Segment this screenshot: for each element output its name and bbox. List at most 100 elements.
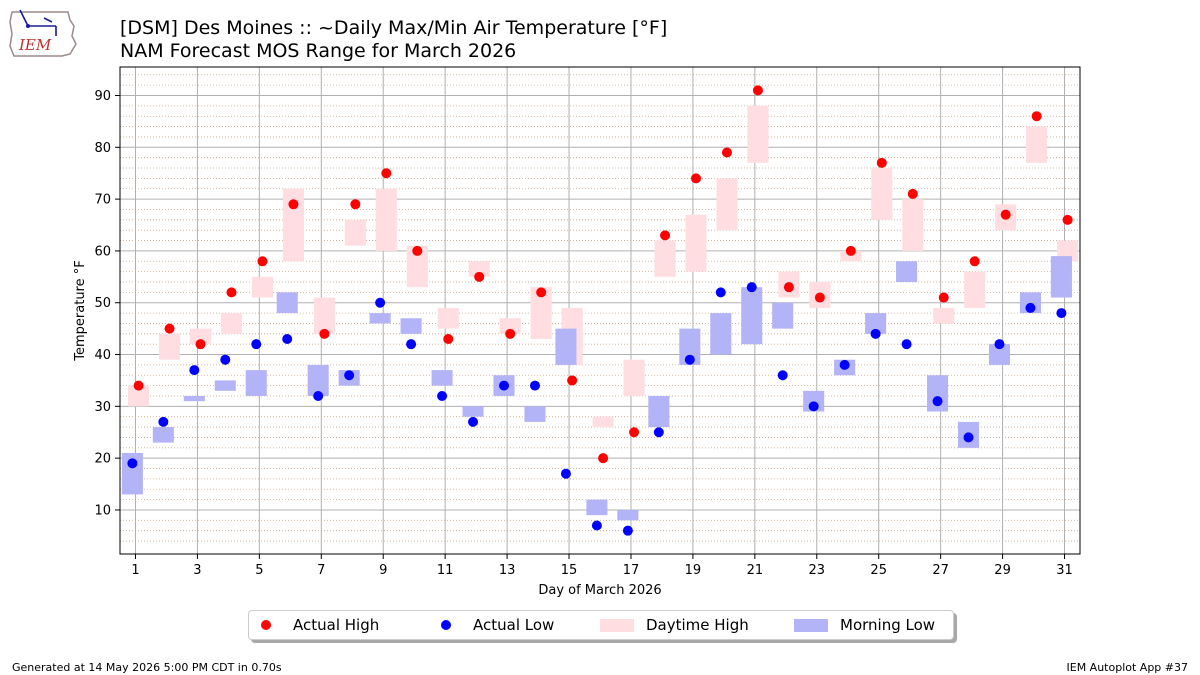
actual-high-point [1000,209,1011,220]
actual-high-point [350,199,361,210]
actual-high-point [319,328,330,339]
daytime-high-bar [406,245,428,288]
actual-high-point [288,199,299,210]
actual-high-point [629,427,640,438]
daytime-high-bar [468,261,490,277]
daytime-high-bar [189,328,212,345]
legend-label: Morning Low [840,616,936,634]
actual-high-point [381,168,392,179]
actual-high-point [567,375,578,386]
actual-low-point [529,380,540,391]
x-tick-label: 13 [499,563,516,578]
actual-low-point [746,282,757,293]
daytime-high-bar [437,307,459,329]
x-tick-label: 15 [561,563,578,578]
actual-low-point [468,416,479,427]
svg-text:IEM: IEM [18,36,52,54]
actual-high-point [133,380,144,391]
actual-low-point [406,339,417,350]
morning-low-bar [307,364,329,396]
legend-item-actual-high: Actual High [249,611,379,639]
morning-low-bar [555,328,577,365]
actual-high-point [814,292,825,303]
morning-low-bar [586,499,608,516]
morning-low-bar [183,395,205,402]
actual-high-point [752,85,763,96]
x-tick-label: 9 [379,563,387,578]
daytime-high-bar [716,178,738,231]
x-tick-label: 11 [437,563,454,578]
legend-swatch-morning-low [794,618,828,632]
actual-high-point [660,230,671,241]
morning-low-bars [121,256,1072,521]
x-tick-label: 5 [255,563,263,578]
actual-high-point [536,287,547,298]
daytime-high-bar [282,188,304,262]
daytime-high-bar [251,276,273,298]
y-tick-label: 90 [94,89,111,104]
actual-high-point [969,256,980,267]
y-tick-label: 30 [94,400,111,415]
actual-low-point [499,380,509,391]
actual-low-point [994,339,1005,350]
legend-label: Actual High [293,616,380,634]
actual-low-point [344,370,355,381]
legend-swatch-daytime-high [600,618,634,632]
daytime-high-bar [499,318,521,334]
morning-low-bar [431,370,453,386]
x-tick-label: 23 [809,563,826,578]
y-tick-label: 80 [94,141,111,156]
iem-logo: IEM [9,9,77,57]
actual-low-point [1025,302,1036,313]
daytime-high-bar [313,297,335,334]
morning-low-bar [400,318,422,334]
morning-low-bar [865,313,887,334]
actual-high-point [164,323,175,334]
actual-low-point [808,401,819,412]
chart-legend: Actual High Actual Low Daytime High Morn… [248,610,954,640]
daytime-high-bar [964,271,986,308]
actual-high-point [1031,111,1042,122]
morning-low-bar [772,302,794,329]
x-tick-label: 3 [193,563,201,578]
actual-low-point [870,328,881,339]
actual-high-point [443,333,454,344]
morning-low-bar [1050,256,1072,298]
morning-low-bar [462,406,484,417]
y-tick-label: 40 [94,348,111,363]
daytime-high-bar [344,219,366,246]
morning-low-bar [276,292,298,314]
actual-low-point [158,416,169,427]
actual-high-point [195,339,206,350]
x-tick-label: 25 [870,563,887,578]
actual-high-point [412,245,423,256]
daytime-high-bar [840,250,862,262]
daytime-high-bar [933,307,955,324]
actual-low-point [437,390,448,401]
legend-marker-actual-low [441,620,451,630]
actual-high-point [257,256,268,267]
daytime-high-bar [220,313,243,334]
y-tick-label: 20 [94,452,111,467]
legend-marker-actual-high [261,620,271,630]
x-tick-label: 1 [131,563,139,578]
actual-high-point [598,453,609,464]
actual-high-point [505,328,516,339]
x-tick-label: 29 [994,563,1011,578]
morning-low-bar [121,452,143,495]
actual-low-point [715,287,726,298]
actual-low-point [220,354,231,365]
legend-item-daytime-high: Daytime High [600,611,749,639]
actual-low-point [313,390,324,401]
y-tick-label: 10 [94,503,111,518]
grid-lines [120,67,1080,554]
daytime-high-bar [871,168,893,220]
footer-generated-note: Generated at 14 May 2026 5:00 PM CDT in … [12,661,282,674]
actual-high-point [474,271,485,282]
daytime-high-bar [530,287,552,339]
morning-low-bar [927,375,949,412]
x-tick-label: 31 [1056,563,1073,578]
actual-high-point [907,188,918,199]
actual-low-point [189,365,200,376]
